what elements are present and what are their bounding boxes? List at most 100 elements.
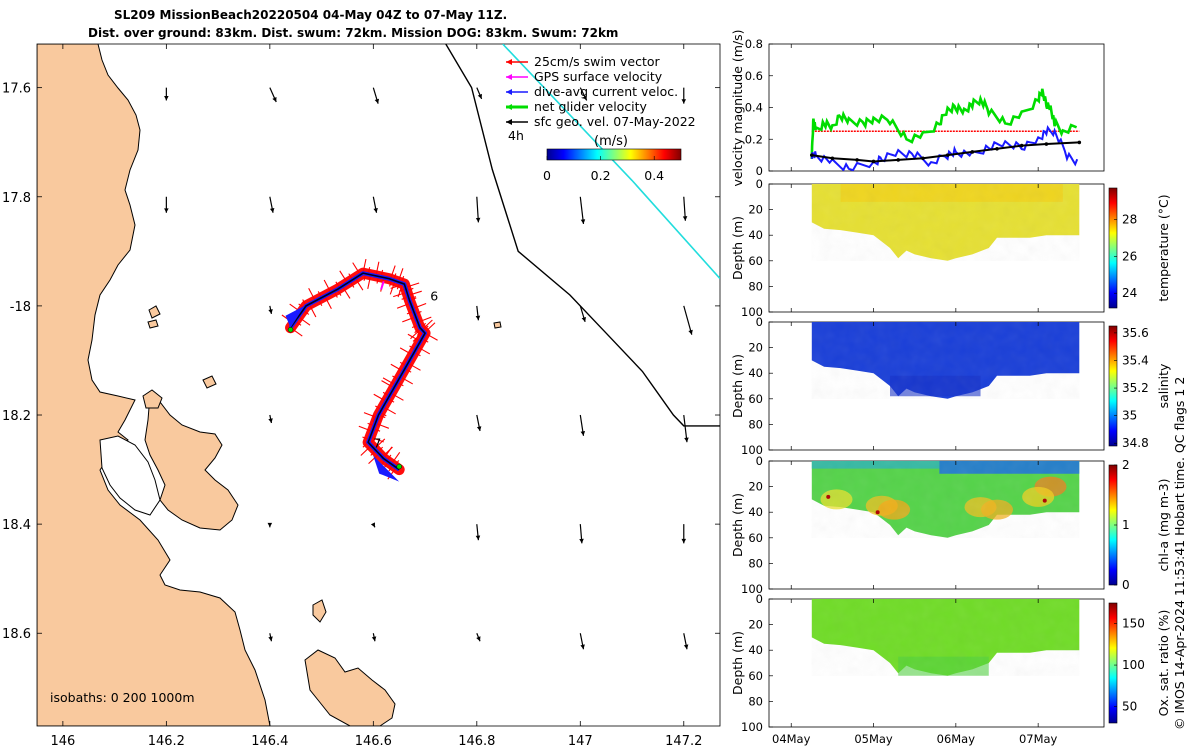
section-texture [811, 461, 1080, 538]
speed-colorbar-ticks: 0 0.2 0.4 [543, 156, 664, 183]
map-x-tick-label: 147.2 [665, 734, 702, 749]
colorbar-tick-label: 24 [1122, 286, 1137, 300]
small-island-a [312, 599, 327, 623]
current-wedge-end [373, 455, 400, 482]
small-island-e [147, 319, 159, 329]
geo-velocity-arrow [579, 196, 585, 225]
map-y-axis: 17.6 17.8 -18 18.2 18.4 18.6 [2, 82, 720, 642]
depth-axis-label: Depth (m) [730, 631, 745, 695]
swim-vector [368, 453, 380, 465]
swim-vector [390, 392, 404, 401]
geo-velocity-arrowhead [164, 208, 169, 213]
section-texture [811, 322, 1080, 399]
velocity-series [810, 88, 1082, 171]
depth-tick-label: 80 [748, 556, 763, 570]
isobath-label: isobaths: 0 200 1000m [50, 690, 195, 705]
colorbar-tick-label: 0 [543, 168, 551, 183]
geo-velocity-arrowhead [681, 538, 687, 544]
geo-velocity-arrowhead [476, 636, 481, 642]
sfc-geo-marker [945, 153, 950, 157]
legend-label: 25cm/s swim vector [534, 54, 661, 69]
glider-track: 67 [281, 258, 438, 482]
swim-vector [339, 270, 348, 284]
swim-vector [397, 268, 404, 283]
map-x-tick-label: 146.4 [251, 734, 288, 749]
map-x-tick-label: 146.6 [355, 734, 392, 749]
swim-vector [424, 322, 436, 334]
legend-swatch-head [506, 74, 512, 80]
gps-velocity [380, 281, 385, 290]
time-axis: 04May 05May 06May 07May [772, 44, 1058, 746]
track-start-marker [287, 326, 294, 333]
swim-vector [308, 303, 317, 318]
track-day-label: 7 [373, 436, 381, 451]
section-texture [811, 599, 1080, 676]
map-y-tick-label: -18 [10, 300, 31, 315]
sfc-geo-marker [1077, 140, 1082, 145]
geo-velocity-arrowhead [580, 219, 586, 224]
depth-tick-label: 20 [748, 618, 763, 632]
depth-axis-label: Depth (m) [730, 354, 745, 418]
sfc-geo-marker [855, 158, 859, 162]
colorbar-tick-label: 150 [1122, 617, 1145, 631]
colorbar-tick-label: 100 [1122, 658, 1145, 672]
swim-vector [373, 438, 386, 450]
time-tick-label: 07May [1019, 732, 1058, 746]
depth-tick-label: 100 [741, 582, 763, 596]
small-island-d [202, 375, 217, 389]
depth-tick-label: 100 [741, 720, 763, 734]
section-colorbar [1108, 602, 1118, 724]
geo-velocity-arrow [683, 414, 688, 443]
time-tick-label: 06May [937, 732, 976, 746]
geo-velocity-arrowhead [268, 636, 273, 642]
colorbar-tick-label: 35.2 [1122, 381, 1149, 395]
colorbar-tick-label: 28 [1122, 212, 1137, 226]
figure-title-line1: SL209 MissionBeach20220504 04-May 04Z to… [114, 8, 508, 22]
swim-vector [375, 422, 390, 429]
colorbar-label: Ox. sat. ratio (%) [1156, 610, 1171, 717]
figure-title-line2: Dist. over ground: 83km. Dist. swum: 72k… [88, 26, 619, 40]
swim-vector [354, 277, 364, 291]
geo-velocity-arrowhead [580, 644, 585, 650]
swim-vector [324, 295, 332, 310]
sfc-geo-marker [921, 156, 925, 161]
depth-tick-label: 20 [748, 341, 763, 355]
swim-vector [373, 393, 387, 402]
velocity-y-axis: 0 0.2 0.4 0.6 0.8 [745, 37, 773, 178]
swim-vector [390, 452, 401, 465]
velocity-axes-frame [768, 43, 1105, 172]
sfc-geo-marker [1019, 143, 1024, 148]
legend-label: dive-avg current veloc. [534, 84, 678, 99]
swim-vector [370, 436, 384, 443]
swim-vector [407, 362, 421, 371]
depth-tick-label: 40 [748, 505, 763, 519]
small-island-c [148, 305, 161, 319]
colorbar-tick-label: 26 [1122, 249, 1137, 263]
depth-tick-label: 40 [748, 643, 763, 657]
geo-velocity-arrowhead [688, 329, 693, 335]
map-y-tick-label: 17.6 [2, 82, 31, 97]
geo-velocity-arrowhead [477, 93, 482, 99]
map-y-tick-label: 18.6 [2, 627, 31, 642]
colorbar-tick-label: 0.4 [644, 168, 664, 183]
map-x-tick-label: 146 [50, 734, 75, 749]
depth-tick-label: 0 [756, 592, 763, 606]
geo-velocity-arrowhead [371, 636, 377, 642]
track-end-marker [396, 463, 402, 470]
sfc-geo-marker [1044, 142, 1049, 146]
depth-tick-label: 0 [756, 454, 763, 468]
depth-tick-label: 60 [748, 669, 763, 683]
legend-swatch-head [506, 59, 512, 65]
swim-vector [352, 262, 361, 276]
colorbar-label: chl-a (mg m-3) [1156, 479, 1171, 572]
geo-velocity-arrowhead [475, 217, 481, 223]
depth-tick-label: 60 [748, 392, 763, 406]
colorbar-tick-label: 1 [1122, 518, 1130, 532]
geo-velocity-arrowhead [164, 95, 169, 101]
geo-velocity-arrowhead [475, 315, 481, 321]
hinchinbrook-channel [99, 435, 161, 516]
interval-label: 4h [508, 128, 524, 143]
map-panel: 67 146 146.2 146.4 146.6 146.8 147 147.2 17.61… [2, 43, 721, 749]
